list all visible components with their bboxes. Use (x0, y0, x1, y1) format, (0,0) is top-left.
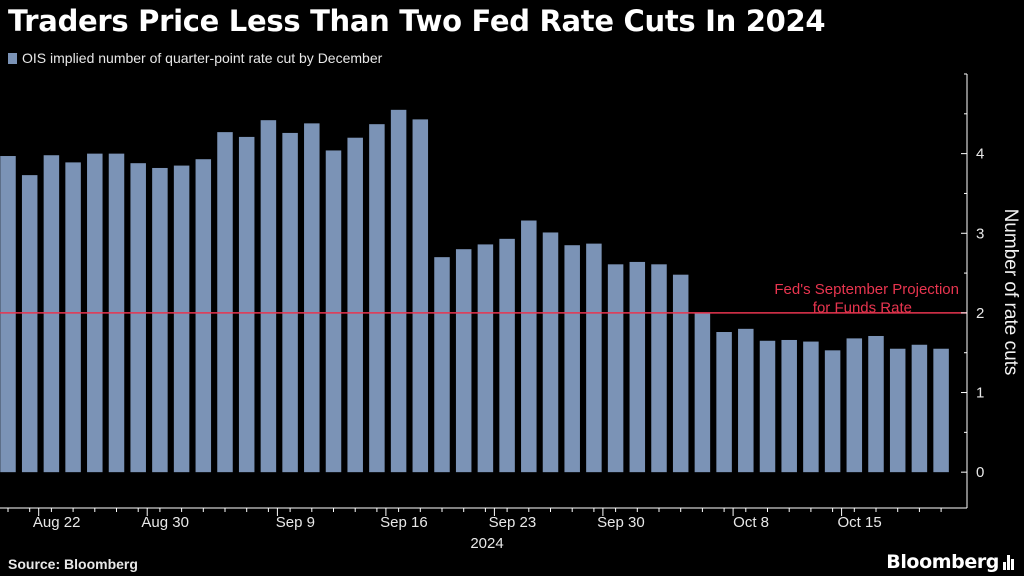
legend: OIS implied number of quarter-point rate… (8, 50, 382, 66)
bar (238, 136, 255, 473)
reference-line-label: for Funds Rate (813, 299, 912, 316)
bar (824, 350, 841, 473)
bar (738, 328, 754, 473)
x-tick-label: Sep 16 (380, 514, 428, 531)
bar (21, 175, 38, 473)
x-tick-label: Sep 23 (489, 514, 537, 531)
bar (889, 348, 906, 473)
bar (651, 264, 667, 473)
bar (694, 312, 711, 473)
bar (477, 244, 494, 473)
bar (304, 123, 320, 473)
bar (43, 155, 60, 473)
x-year-label: 2024 (470, 535, 503, 552)
bar (347, 137, 363, 473)
reference-line-label: Fed's September Projection (774, 281, 959, 298)
bar (65, 162, 81, 473)
bar (933, 348, 949, 473)
x-tick-label: Aug 30 (141, 514, 189, 531)
brand-name: Bloomberg (886, 551, 999, 573)
bar (195, 159, 212, 473)
x-tick-label: Oct 15 (838, 514, 882, 531)
bar (672, 274, 689, 473)
bloomberg-mark-icon (1003, 554, 1014, 570)
bar (412, 119, 429, 473)
bar (282, 132, 298, 473)
bar (542, 232, 559, 473)
legend-swatch (8, 52, 17, 64)
bar (434, 257, 450, 473)
bar (629, 261, 646, 473)
bar (369, 124, 385, 473)
bar (868, 335, 884, 473)
y-tick-label: 2 (976, 305, 984, 322)
y-tick-label: 3 (976, 225, 984, 242)
bar (217, 132, 233, 473)
x-tick-label: Aug 22 (33, 514, 81, 531)
bar (260, 120, 277, 473)
bar (499, 238, 515, 473)
y-tick-label: 1 (976, 385, 984, 402)
chart-title: Traders Price Less Than Two Fed Rate Cut… (8, 4, 826, 38)
bar (716, 332, 732, 473)
bar (846, 338, 863, 473)
bar (911, 344, 928, 473)
source-note: Source: Bloomberg (8, 556, 138, 572)
bar (759, 340, 776, 473)
y-tick-label: 0 (976, 464, 984, 481)
bar (390, 109, 407, 473)
bar (521, 220, 537, 473)
bar (173, 165, 190, 473)
y-tick-label: 4 (976, 146, 984, 163)
x-tick-label: Sep 30 (597, 514, 645, 531)
bar (455, 249, 472, 473)
bloomberg-logo: Bloomberg (886, 551, 1014, 573)
x-tick-label: Oct 8 (733, 514, 769, 531)
legend-label: OIS implied number of quarter-point rate… (22, 50, 383, 66)
bar (803, 341, 819, 473)
bar (152, 167, 168, 473)
bar (325, 150, 342, 473)
bar (564, 245, 580, 473)
x-tick-label: Sep 9 (276, 514, 315, 531)
bar (586, 243, 602, 473)
bar (0, 156, 16, 473)
y-axis-label: Number of rate cuts (1000, 208, 1021, 376)
bar (781, 339, 797, 473)
bar (130, 163, 146, 473)
bar (607, 264, 624, 473)
